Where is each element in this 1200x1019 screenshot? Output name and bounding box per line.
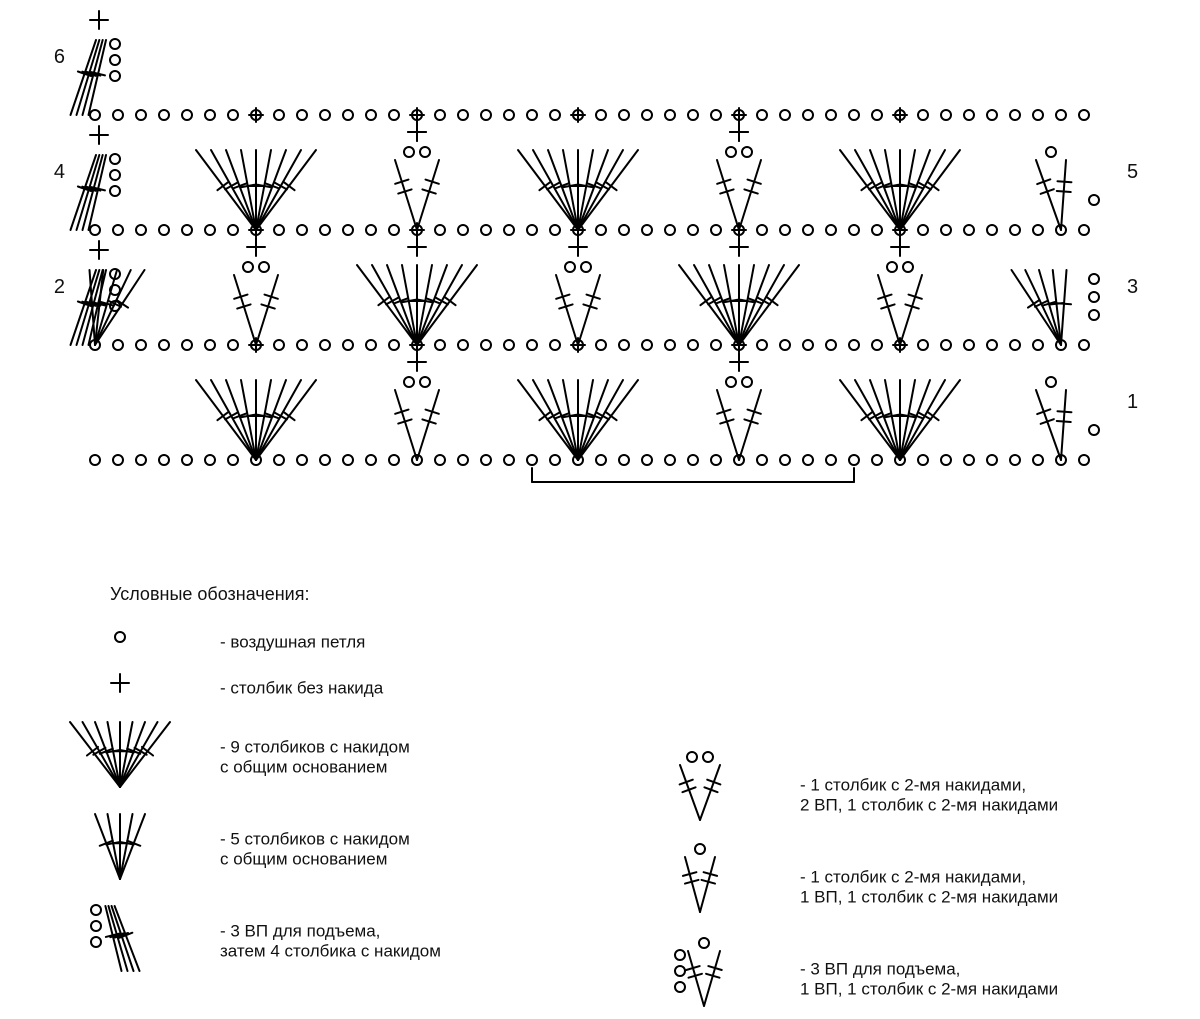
legend-text: - 3 ВП для подъема,: [220, 921, 380, 940]
legend: Условные обозначения: - воздушная петля - …: [70, 584, 1058, 1006]
legend-text: - 1 столбик с 2-мя накидами,: [800, 867, 1026, 886]
stitch-chart: 1 2 3 4 5 6: [54, 11, 1138, 482]
legend-text: с общим основанием: [220, 757, 387, 776]
legend-text: - воздушная петля: [220, 632, 365, 651]
legend-item-vee1: - 1 столбик с 2-мя накидами,1 ВП, 1 стол…: [683, 844, 1058, 912]
legend-item-sc: - столбик без накида: [111, 674, 384, 697]
legend-text: 2 ВП, 1 столбик с 2-мя накидами: [800, 795, 1058, 814]
legend-item-turn4: - 3 ВП для подъема,затем 4 столбика с на…: [91, 905, 441, 971]
row-label-6: 6: [54, 46, 65, 68]
legend-item-vee2: - 1 столбик с 2-мя накидами,2 ВП, 1 стол…: [680, 752, 1059, 820]
legend-text: - 5 столбиков с накидом: [220, 829, 410, 848]
row-3: 3: [85, 238, 1138, 345]
row-label-1: 1: [1127, 391, 1138, 413]
row-label-3: 3: [1127, 276, 1138, 298]
row-2: 2: [54, 241, 1089, 352]
legend-title: Условные обозначения:: [110, 584, 309, 604]
legend-text: 1 ВП, 1 столбик с 2-мя накидами: [800, 887, 1058, 906]
pattern-repeat-bracket: [532, 468, 854, 482]
legend-text: 1 ВП, 1 столбик с 2-мя накидами: [800, 979, 1058, 998]
row-label-5: 5: [1127, 161, 1138, 183]
crochet-diagram: 1 2 3 4 5 6 Условные обозначения: - воздушная п…: [0, 0, 1200, 1019]
chain-row-2: [90, 338, 1089, 352]
legend-text: - 3 ВП для подъема,: [800, 959, 960, 978]
row-1: 1: [196, 353, 1138, 460]
legend-text: - 1 столбик с 2-мя накидами,: [800, 775, 1026, 794]
row-6: 6: [54, 11, 1089, 122]
legend-text: с общим основанием: [220, 849, 387, 868]
legend-text: - 9 столбиков с накидом: [220, 737, 410, 756]
legend-item-fan9: - 9 столбиков с накидомс общим основание…: [70, 722, 410, 787]
legend-item-chain: - воздушная петля: [115, 632, 365, 651]
row-label-4: 4: [54, 161, 65, 183]
chain-row-4: [90, 223, 1089, 237]
legend-item-turn_v: - 3 ВП для подъема,1 ВП, 1 столбик с 2-м…: [675, 938, 1058, 1006]
row-label-2: 2: [54, 276, 65, 298]
legend-item-fan5: - 5 столбиков с накидомс общим основание…: [95, 814, 410, 879]
foundation-chain: [90, 455, 1089, 465]
chain-row-6: [90, 108, 1089, 122]
legend-text: затем 4 столбика с накидом: [220, 941, 441, 960]
row-5: 5: [196, 123, 1138, 230]
legend-text: - столбик без накида: [220, 678, 384, 697]
